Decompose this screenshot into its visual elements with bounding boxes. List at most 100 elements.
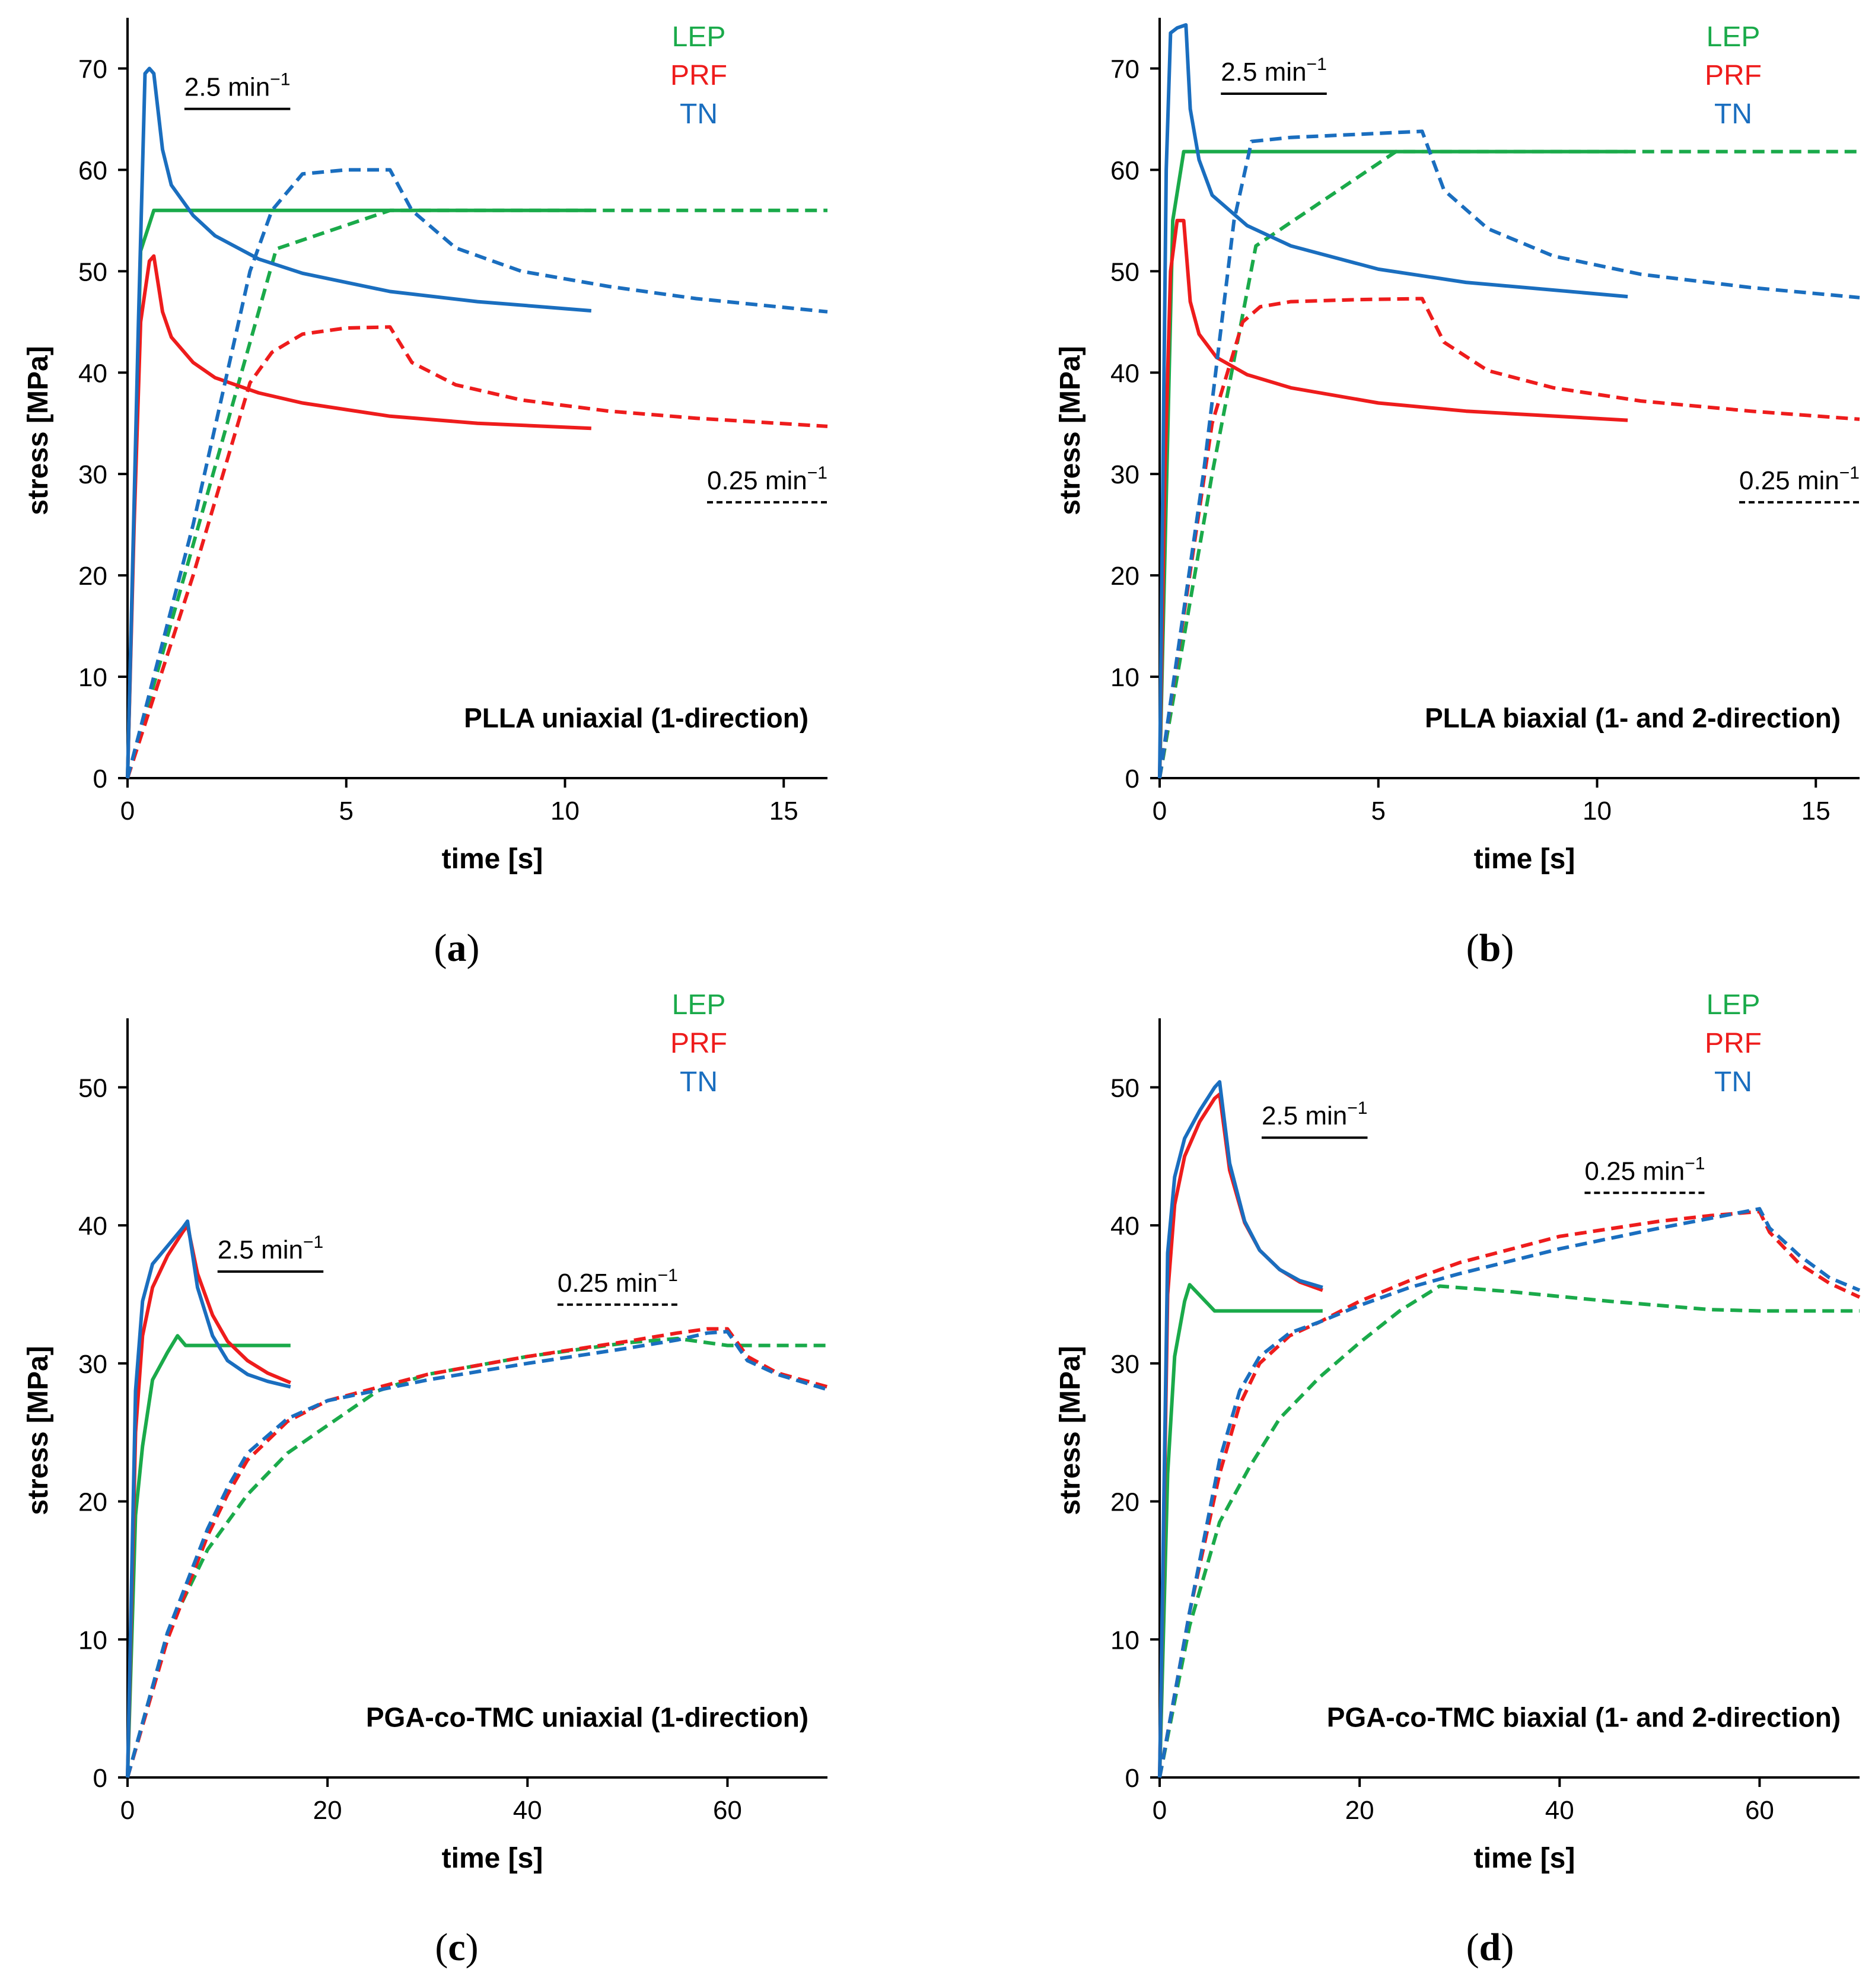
x-tick-label: 60 [1745,1796,1774,1825]
y-tick-label: 20 [78,562,107,591]
legend-prf: PRF [670,60,727,91]
series-lep-fast [126,208,591,779]
series-lep-slow [126,208,827,779]
y-tick-label: 20 [78,1488,107,1517]
x-axis-label: time [s] [442,843,543,875]
series-tn-fast [1158,23,1628,779]
y-tick-label: 10 [78,1626,107,1655]
x-tick-label: 0 [120,1796,135,1825]
y-tick-label: 70 [78,55,107,84]
y-axis-label: stress [MPa] [1055,346,1086,515]
legend-prf: PRF [1705,60,1762,91]
panel-d: 0 10 20 30 40 50 0 20 40 60 time [s] stress [MPa] 2.… [1055,989,1861,1969]
y-tick-label: 40 [78,1212,107,1241]
y-axis-label: stress [MPa] [1055,1346,1086,1515]
rate-fast-label: 2.5 min−1 [1262,1098,1368,1130]
legend-tn: TN [1714,1066,1752,1098]
x-tick-label: 0 [120,797,135,826]
y-tick-label: 0 [93,764,107,794]
y-tick-label: 60 [78,156,107,185]
y-tick-label: 30 [78,460,107,489]
rate-slow-label: 0.25 min−1 [558,1266,678,1298]
panel-a: 0 10 20 30 40 50 60 70 0 5 10 15 time [s] stress [MPa… [23,18,828,970]
x-tick-label: 5 [1371,797,1386,826]
series-prf-slow [126,1327,828,1778]
x-tick-label: 5 [339,797,354,826]
series-lep-fast [1158,1283,1323,1778]
series-lep-slow [1158,149,1860,779]
series-tn-fast [126,1219,291,1778]
legend-prf: PRF [1705,1028,1762,1059]
y-tick-label: 30 [1110,460,1139,489]
chart-title: PGA-co-TMC uniaxial (1-direction) [366,1702,808,1733]
y-tick-label: 0 [93,1764,107,1793]
series-tn-slow [126,168,828,779]
y-tick-label: 20 [1110,1488,1139,1517]
x-tick-label: 40 [513,1796,542,1825]
x-tick-label: 10 [1583,797,1612,826]
y-tick-label: 40 [78,359,107,388]
series-prf-slow [1158,297,1860,779]
x-tick-label: 60 [713,1796,742,1825]
chart-title: PLLA biaxial (1- and 2-direction) [1425,702,1841,733]
series-tn-fast [126,66,592,779]
x-tick-label: 10 [550,797,580,826]
series-tn-slow [1158,129,1860,779]
x-tick-label: 40 [1545,1796,1574,1825]
y-tick-label: 40 [1110,359,1139,388]
legend-lep: LEP [1707,989,1761,1021]
y-tick-label: 10 [1110,1626,1139,1655]
rate-slow-label: 0.25 min−1 [707,463,827,495]
rate-slow-label: 0.25 min−1 [1584,1154,1705,1186]
panel-caption: (d) [1466,1926,1514,1969]
legend-lep: LEP [672,21,726,53]
rate-fast-label: 2.5 min−1 [184,70,291,102]
series-prf-slow [126,325,828,779]
y-tick-label: 50 [78,257,107,286]
y-tick-label: 10 [1110,663,1139,692]
series-tn-slow [126,1330,828,1778]
series-prf-fast [1158,218,1628,779]
legend-tn: TN [680,98,718,130]
y-tick-label: 10 [78,663,107,692]
x-axis-label: time [s] [442,1843,543,1874]
series-prf-slow [1158,1209,1861,1778]
y-tick-label: 50 [1110,257,1139,286]
panel-c: 0 10 20 30 40 50 0 20 40 60 time [s] stress [MPa] 2.… [23,989,828,1969]
x-tick-label: 15 [769,797,798,826]
y-tick-label: 0 [1125,1764,1139,1793]
x-axis-label: time [s] [1474,843,1575,875]
series-prf-fast [1158,1092,1323,1778]
series-tn-fast [1158,1080,1323,1778]
legend-lep: LEP [1707,21,1761,53]
y-tick-label: 50 [78,1073,107,1103]
series-prf-fast [126,1224,291,1778]
chart-title: PLLA uniaxial (1-direction) [464,702,808,733]
x-tick-label: 15 [1801,797,1831,826]
x-tick-label: 20 [1345,1796,1374,1825]
y-tick-label: 30 [1110,1350,1139,1379]
panel-b: 0 10 20 30 40 50 60 70 0 5 10 15 time [s] stress [MPa… [1055,18,1860,970]
series-lep-slow [1158,1284,1860,1778]
y-tick-label: 20 [1110,562,1139,591]
x-tick-label: 0 [1153,797,1167,826]
legend-tn: TN [1714,98,1752,130]
y-axis-label: stress [MPa] [23,1346,54,1515]
panel-caption: (b) [1466,926,1514,970]
legend-tn: TN [680,1066,718,1098]
chart-title: PGA-co-TMC biaxial (1- and 2-direction) [1327,1702,1841,1733]
series-tn-slow [1158,1207,1861,1778]
x-axis-label: time [s] [1474,1843,1575,1874]
rate-fast-label: 2.5 min−1 [1221,55,1327,87]
y-tick-label: 40 [1110,1212,1139,1241]
legend-lep: LEP [672,989,726,1021]
rate-fast-label: 2.5 min−1 [218,1232,324,1264]
series-prf-fast [126,254,591,779]
y-tick-label: 60 [1110,156,1139,185]
panel-caption: (c) [435,1926,478,1969]
y-axis-label: stress [MPa] [23,346,54,515]
x-tick-label: 0 [1153,1796,1167,1825]
y-tick-label: 0 [1125,764,1139,794]
x-tick-label: 20 [313,1796,342,1825]
